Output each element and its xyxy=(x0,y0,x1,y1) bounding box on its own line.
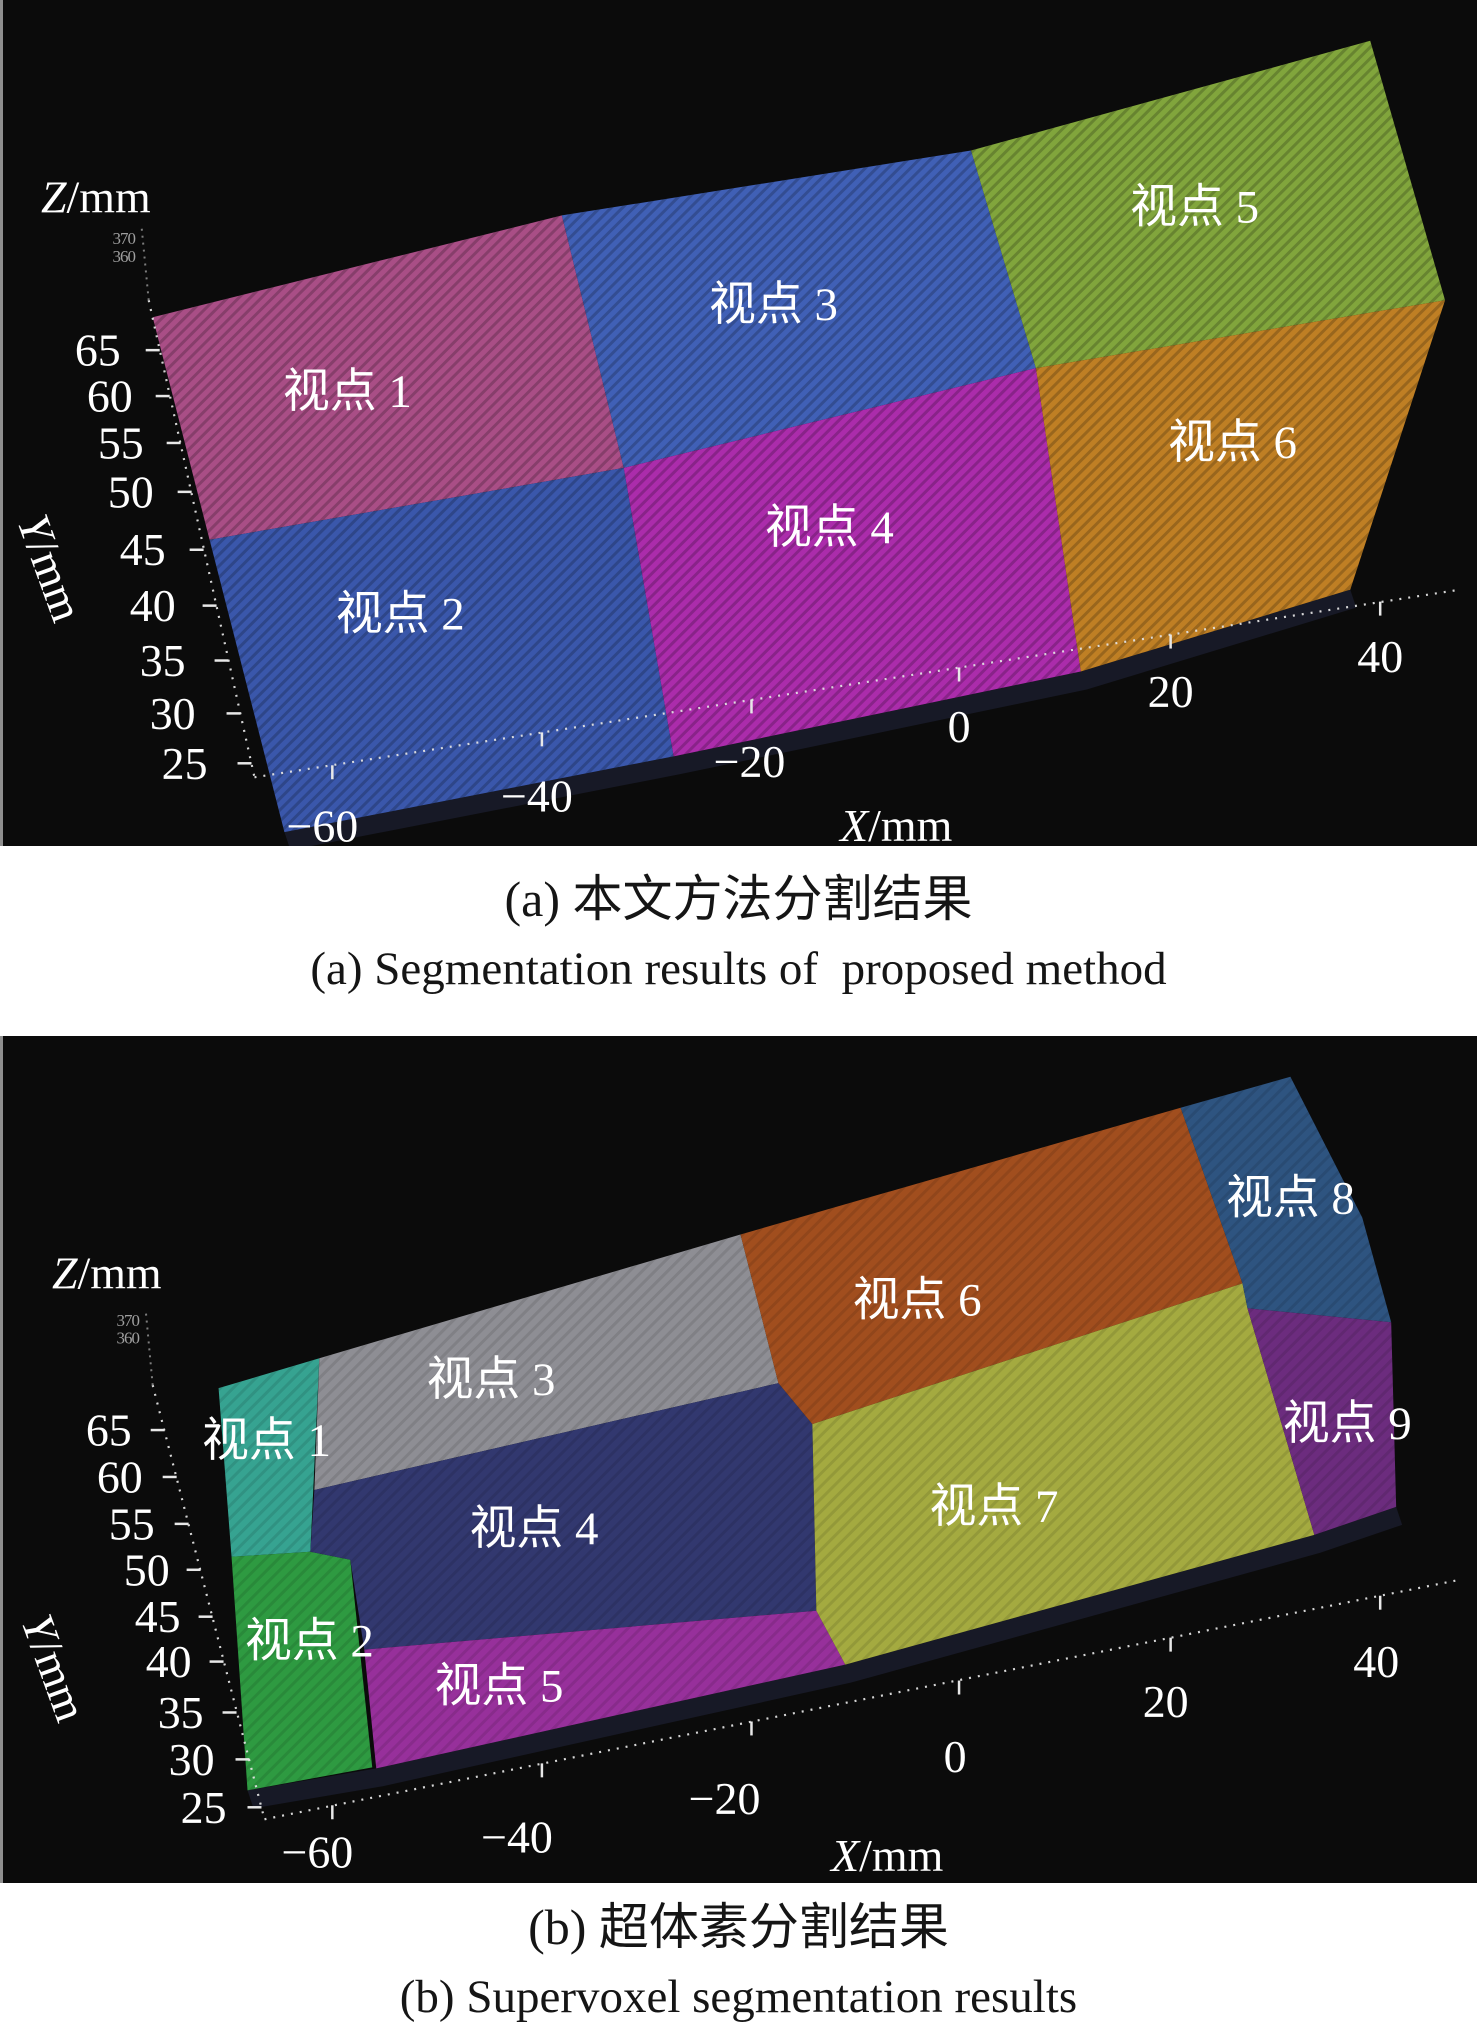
z-tick-label: 370 xyxy=(113,229,136,248)
caption-a-english: (a) Segmentation results of proposed met… xyxy=(310,943,1167,995)
caption-b-chinese: (b) 超体素分割结果 xyxy=(528,1899,949,1955)
x-axis-label: X/mm xyxy=(829,1830,943,1881)
z-tick-label: 360 xyxy=(113,247,136,266)
y-tick-label: 65 xyxy=(75,325,121,376)
x-axis-line xyxy=(254,588,1461,779)
panel-a-content: 656055504540353025−60−40−2002040370360视点… xyxy=(8,40,1461,846)
y-tick-label: 60 xyxy=(97,1451,143,1502)
x-tick-label: −20 xyxy=(714,736,786,787)
caption-b-english: (b) Supervoxel segmentation results xyxy=(399,1971,1078,2023)
plane-edge-shadow xyxy=(247,1506,1403,1809)
point-cloud-texture xyxy=(152,40,1446,833)
region-label-viewpoint-6: 视点 6 xyxy=(853,1274,982,1326)
x-tick-label: −20 xyxy=(689,1773,761,1824)
y-tick-label: 50 xyxy=(124,1544,170,1595)
y-tick-label: 30 xyxy=(150,688,196,739)
plane-edge-shadow xyxy=(284,589,1357,846)
region-label-viewpoint-9: 视点 9 xyxy=(1283,1398,1412,1450)
x-tick-label: −60 xyxy=(281,1827,353,1878)
panel-a-plot: 656055504540353025−60−40−2002040370360视点… xyxy=(8,40,1461,846)
y-tick-label: 45 xyxy=(135,1591,181,1642)
y-axis-label: Y/mm xyxy=(12,1607,97,1728)
region-label-viewpoint-2: 视点 2 xyxy=(336,589,465,641)
x-tick-label: 40 xyxy=(1353,1636,1399,1687)
x-tick-label: −40 xyxy=(481,1812,553,1863)
y-tick-label: 30 xyxy=(169,1734,215,1785)
y-tick-label: 25 xyxy=(181,1782,227,1833)
x-tick-label: 0 xyxy=(948,701,971,752)
y-tick-label: 40 xyxy=(146,1636,192,1687)
y-tick-label: 50 xyxy=(108,466,154,517)
z-axis-line xyxy=(144,1310,154,1386)
caption-a-chinese: (a) 本文方法分割结果 xyxy=(504,871,973,927)
y-tick-label: 40 xyxy=(130,580,176,631)
x-axis-line xyxy=(264,1578,1461,1821)
region-label-viewpoint-1: 视点 1 xyxy=(202,1415,331,1467)
x-axis-label: X/mm xyxy=(838,800,952,846)
y-tick-label: 45 xyxy=(120,524,166,575)
region-label-viewpoint-1: 视点 1 xyxy=(283,366,412,418)
y-axis-line xyxy=(147,300,256,778)
region-label-viewpoint-3: 视点 3 xyxy=(427,1354,556,1406)
x-tick-label: 20 xyxy=(1148,666,1194,717)
z-axis-line xyxy=(140,228,150,301)
region-label-viewpoint-7: 视点 7 xyxy=(930,1481,1059,1533)
z-axis-label: Z/mm xyxy=(41,171,151,222)
region-label-viewpoint-4: 视点 4 xyxy=(469,1503,598,1555)
region-label-viewpoint-4: 视点 4 xyxy=(765,502,894,554)
plot-panel-a: 65 60 55 50 45 40 35 30 25 −60 −40 −20 0 20 40 370 360 视点… xyxy=(0,0,1477,846)
y-tick-label: 60 xyxy=(87,371,133,422)
y-tick-label: 55 xyxy=(109,1498,155,1549)
region-label-viewpoint-2: 视点 2 xyxy=(245,1616,374,1668)
y-axis-label: Y/mm xyxy=(8,507,93,628)
z-tick-label: 370 xyxy=(117,1311,140,1330)
x-tick-label: 20 xyxy=(1143,1676,1189,1727)
x-tick-label: −40 xyxy=(501,771,573,822)
z-tick-label: 360 xyxy=(117,1329,140,1348)
y-tick-label: 35 xyxy=(158,1687,204,1738)
region-label-viewpoint-5: 视点 5 xyxy=(435,1661,564,1713)
x-tick-label: 40 xyxy=(1357,631,1403,682)
region-label-viewpoint-6: 视点 6 xyxy=(1168,417,1297,469)
y-tick-label: 65 xyxy=(86,1405,132,1456)
y-tick-label: 35 xyxy=(140,635,186,686)
region-label-viewpoint-5: 视点 5 xyxy=(1130,181,1259,233)
x-tick-label: −60 xyxy=(286,801,358,846)
x-tick-label: 0 xyxy=(944,1731,967,1782)
y-tick-label: 25 xyxy=(162,738,208,789)
y-tick-label: 55 xyxy=(98,417,144,468)
z-axis-label: Z/mm xyxy=(52,1247,162,1298)
region-label-viewpoint-8: 视点 8 xyxy=(1226,1173,1355,1225)
point-cloud-texture xyxy=(218,1076,1397,1791)
plot-panel-b: 65 60 55 50 45 40 35 30 25 −60 −40 −20 0 20 40 370 360 视点… xyxy=(0,1036,1477,1883)
region-label-viewpoint-3: 视点 3 xyxy=(709,279,838,331)
